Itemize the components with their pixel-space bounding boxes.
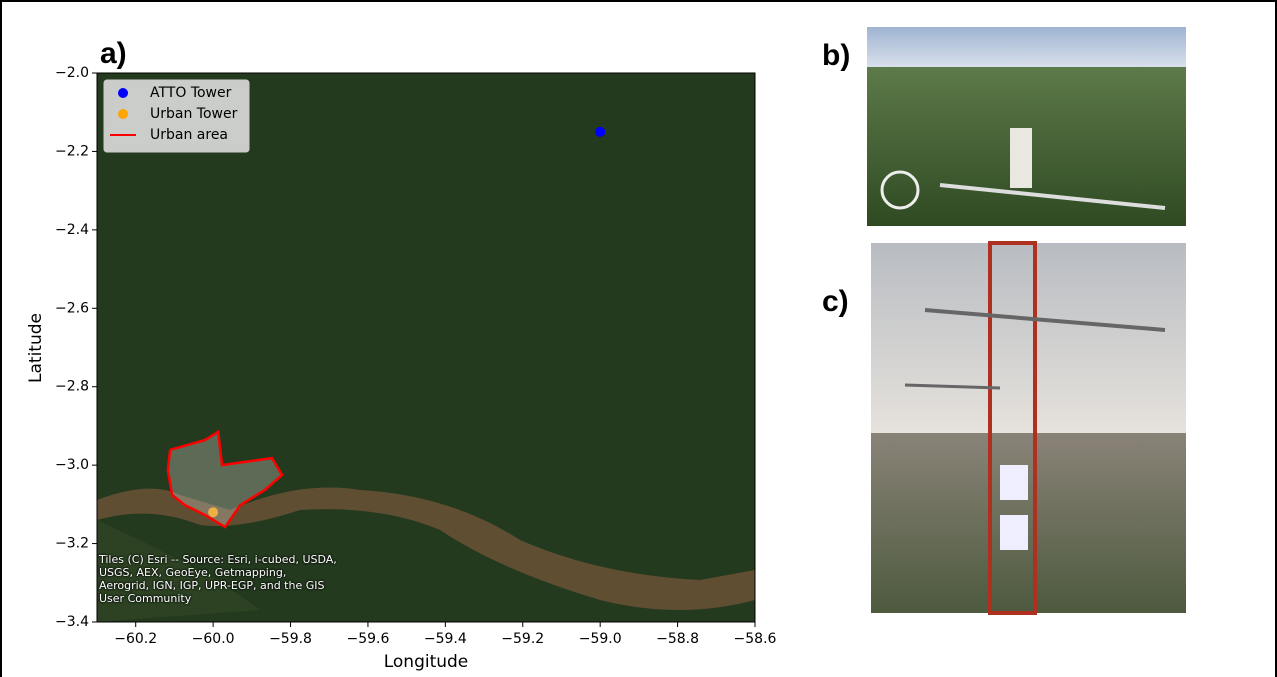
legend-label: Urban Tower [150,106,238,122]
attribution: Tiles (C) Esri -- Source: Esri, i-cubed,… [99,553,339,605]
photo-c-city [871,433,1186,613]
photo-b-sky [867,27,1186,67]
y-tick-label: −2.4 [55,222,89,238]
x-tick-label: −59.6 [346,631,389,647]
x-tick-label: −59.0 [579,631,622,647]
y-axis-label: Latitude [26,313,46,383]
y-tick-label: −2.0 [55,65,89,81]
x-tick-label: −59.8 [269,631,312,647]
x-tick-label: −59.2 [501,631,544,647]
y-tick-label: −2.6 [55,300,89,316]
legend-label: Urban area [150,127,228,143]
x-tick-label: −58.8 [656,631,699,647]
panel-label: a) [100,37,127,70]
x-tick-label: −60.0 [192,631,235,647]
legend-swatch [118,88,128,98]
y-tick-label: −3.0 [55,457,89,473]
legend-swatch [118,109,128,119]
map-background [97,73,755,622]
y-tick-label: −2.2 [55,143,89,159]
site-marker [595,127,605,137]
panel-label: c) [822,285,849,318]
x-tick-label: −58.6 [734,631,777,647]
x-tick-label: −59.4 [424,631,467,647]
photo-b-sensor [1010,128,1032,188]
panel-label: b) [822,39,850,72]
figure: a) b) c) Longitude Latitude −60.2 −60.0 −5… [0,0,1277,677]
x-tick-label: −60.2 [114,631,157,647]
legend-label: ATTO Tower [150,85,232,101]
x-axis-label: Longitude [384,652,469,672]
photo-c-box [1000,465,1028,500]
y-tick-label: −2.8 [55,379,89,395]
y-tick-label: −3.4 [55,614,89,630]
y-tick-label: −3.2 [55,536,89,552]
photo-c-sky [871,243,1186,433]
photo-c-box [1000,515,1028,550]
